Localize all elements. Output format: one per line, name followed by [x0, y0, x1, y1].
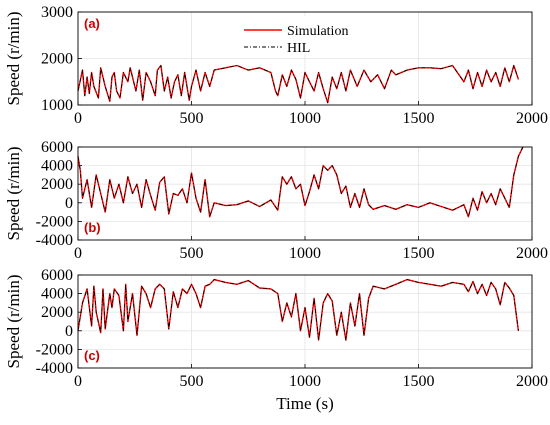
legend-box [236, 16, 366, 54]
y-tick-label: -2000 [36, 213, 73, 230]
x-tick-label: 1000 [289, 245, 321, 262]
y-tick-label: 1000 [41, 97, 73, 114]
x-tick-label: 1500 [403, 110, 435, 127]
x-tick-label: 1000 [289, 373, 321, 390]
legend-label-simulation: Simulation [287, 24, 348, 39]
series-line-hil [77, 146, 524, 218]
x-tick-label: 1500 [403, 245, 435, 262]
y-tick-label: -4000 [36, 232, 73, 249]
panel-1: 0 500 1000 1500 2000-4000-20000200040006000(… [4, 139, 548, 262]
plot-frame [77, 11, 533, 106]
x-tick-label: 500 [180, 245, 204, 262]
x-tick-label: 500 [180, 110, 204, 127]
x-tick-label: 0 [74, 245, 82, 262]
y-tick-label: 3000 [41, 4, 73, 21]
panel-label: (c) [84, 348, 100, 363]
x-tick-label: 2000 [516, 373, 548, 390]
plot-frame [77, 274, 533, 369]
y-tick-label: 2000 [41, 176, 73, 193]
y-tick-label: -2000 [36, 341, 73, 358]
x-tick-label: 0 [74, 110, 82, 127]
panel-0: 0 500 1000 1500 2000 1000 2000 3000 (a) Speed (r/… [4, 4, 548, 127]
series-line-hil [77, 279, 519, 341]
y-axis-label: Speed (r/min) [4, 275, 23, 369]
y-tick-label: 6000 [41, 139, 73, 156]
panel-label: (b) [84, 220, 101, 235]
y-tick-label: 4000 [41, 158, 73, 175]
x-tick-label: 500 [180, 373, 204, 390]
y-tick-label: 2000 [41, 51, 73, 68]
series-line-hil [77, 65, 519, 104]
y-tick-label: 0 [65, 195, 73, 212]
y-axis-label: Speed (r/min) [4, 12, 23, 106]
y-axis-label: Speed (r/min) [4, 147, 23, 241]
x-tick-label: 2000 [516, 245, 548, 262]
y-tick-label: 2000 [41, 304, 73, 321]
y-tick-label: 0 [65, 323, 73, 340]
x-tick-label: 1500 [403, 373, 435, 390]
legend: Simulation HIL [236, 16, 366, 56]
x-axis-label: Time (s) [276, 394, 333, 413]
y-tick-label: -4000 [36, 360, 73, 377]
x-tick-label: 1000 [289, 110, 321, 127]
y-tick-label: 4000 [41, 286, 73, 303]
x-tick-label: 2000 [516, 110, 548, 127]
plot-frame [77, 146, 533, 241]
legend-label-hil: HIL [287, 41, 310, 56]
panel-2: 0 500 1000 1500 2000-4000-20000200040006000(… [4, 267, 548, 413]
y-tick-label: 6000 [41, 267, 73, 284]
x-tick-label: 0 [74, 373, 82, 390]
panel-label: (a) [84, 16, 100, 31]
